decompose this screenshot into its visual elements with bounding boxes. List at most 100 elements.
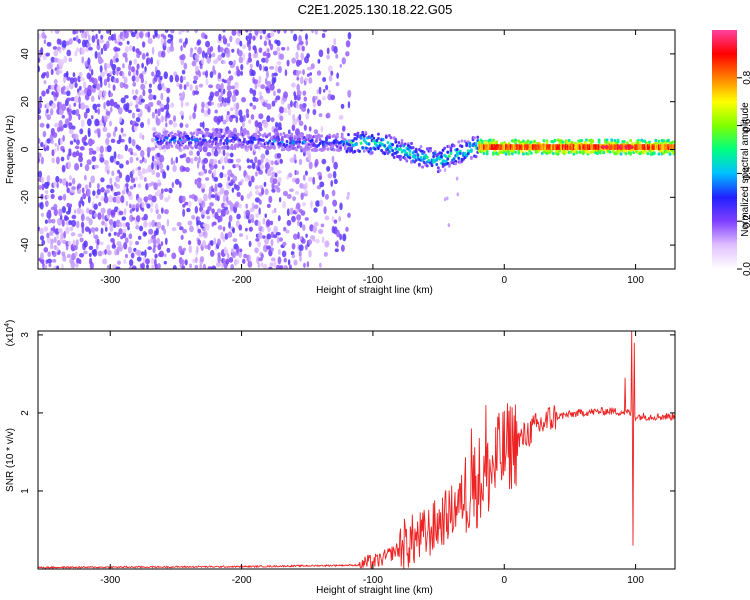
spectrogram-blob [222,119,227,125]
spectrogram-blob [333,46,338,54]
spectrogram-signal [444,154,448,159]
spectrogram-blob [92,77,98,86]
spectrogram-blob [38,156,41,164]
spectrogram-blob [248,255,252,262]
spectrogram-blob [169,74,174,83]
spectrogram-blob [96,38,100,46]
spectrogram-blob [140,98,145,103]
spectrogram-signal [466,151,470,156]
spectrogram-signal [586,150,590,154]
spectrogram-blob [325,84,329,91]
spectrogram-blob [124,84,129,89]
spectrogram-blob [141,207,145,212]
spectrogram-blob [133,58,137,65]
spectrogram-signal [282,147,286,152]
snr-line [38,331,675,569]
spectrogram-blob [300,148,303,153]
spectrogram-blob [134,122,139,127]
spectrogram-blob [203,157,209,164]
spectrogram-signal [492,152,495,156]
spectrogram-blob [266,245,272,250]
spectrogram-blob [127,70,132,77]
spectrogram-blob [255,190,260,195]
spectrogram-blob [157,243,162,251]
spectrogram-signal [350,148,354,152]
spectrogram-blob [71,214,77,220]
spectrogram-blob [78,71,83,78]
spectrogram-blob [51,157,56,164]
spectrogram-signal [391,143,395,147]
spectrogram-blob [132,81,137,87]
spectrogram-blob [88,181,92,189]
spectrogram-blob [253,79,259,85]
spectrogram-blob [215,83,221,90]
spectrogram-blob [143,213,148,221]
spectrogram-blob [293,259,298,266]
spectrogram-blob [333,161,338,170]
spectrogram-signal [403,149,407,153]
spectrogram-blob [91,30,95,33]
spectrogram-blob [248,38,252,45]
spectrogram-blob [99,71,105,78]
spectrogram-blob [217,115,222,123]
spectrogram-blob [72,151,78,158]
spectrogram-blob [298,90,302,95]
spectrogram-blob [56,265,60,269]
spectrogram-blob [44,219,48,224]
spectrogram-blob [100,227,104,235]
spectrogram-blob [176,221,182,227]
spectrogram-blob [195,84,199,91]
spectrogram-blob [42,72,48,76]
spectrogram-signal [157,132,161,136]
spectrogram-blob [130,66,135,73]
spectrogram-signal [331,144,335,148]
spectrogram-blob [209,164,215,170]
spectrogram-blob [138,51,142,56]
spectrogram-blob [156,152,161,158]
spectrogram-blob [110,138,116,143]
spectrogram-blob [171,181,175,189]
spectrogram-signal [164,133,168,137]
spectrogram-core [535,144,538,150]
spectrogram-blob [125,200,129,207]
spectrogram-blob [196,39,202,45]
spectrogram-signal [447,154,451,158]
x-tick-label: -300 [100,275,120,286]
spectrogram-blob [141,53,146,60]
spectrogram-blob [78,113,81,121]
spectrogram-blob [100,177,105,183]
spectrogram-blob [265,70,269,79]
spectrogram-blob [313,129,319,135]
spectrogram-core [664,144,667,150]
spectrogram-core [528,144,531,150]
spectrogram-signal [558,149,562,153]
spectrogram-blob [347,32,352,40]
spectrogram-blob [285,229,290,234]
spectrogram-blob [268,266,273,269]
spectrogram-signal [488,138,492,142]
spectrogram-blob [283,30,287,34]
spectrogram-blob [156,213,162,220]
spectrogram-signal [187,136,191,141]
spectrogram-blob [143,158,147,164]
spectrogram-blob [147,239,151,245]
spectrogram-blob [135,203,140,209]
spectrogram-core [561,144,565,150]
spectrogram-blob [151,155,155,162]
spectrogram-blob [208,84,214,89]
spectrogram-signal [288,136,292,141]
spectrogram-blob [124,55,128,63]
spectrogram-blob [210,194,216,199]
spectrogram-core [564,144,568,150]
spectrogram-blob [254,97,259,102]
spectrogram-blob [56,246,59,253]
spectrogram-blob [119,81,124,89]
spectrogram-blob [125,160,130,165]
spectrogram-blob [223,173,228,178]
spectrogram-blob [298,114,302,121]
spectrogram-blob [118,228,123,235]
spectrogram-blob [292,113,296,122]
spectrogram-blob [103,78,108,86]
spectrogram-signal [198,146,202,150]
spectrogram-blob [121,133,127,137]
